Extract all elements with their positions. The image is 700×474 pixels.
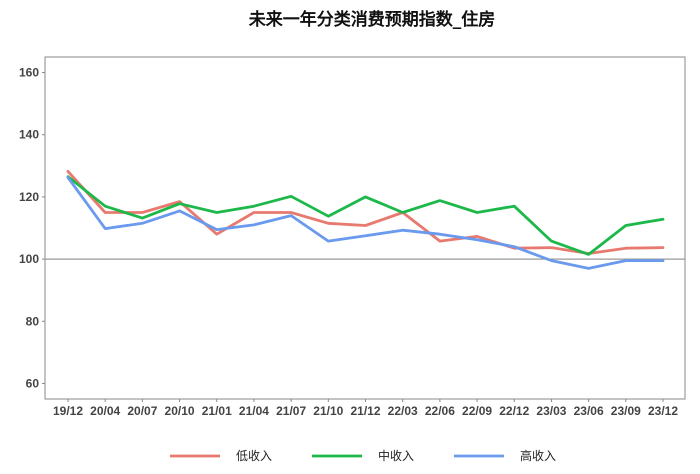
legend-label: 中收入: [378, 448, 414, 463]
series-lines: [66, 169, 665, 270]
chart-title: 未来一年分类消费预期指数_住房: [248, 9, 496, 30]
x-tick-label: 22/03: [388, 404, 418, 418]
x-tick-label: 21/07: [276, 404, 306, 418]
x-tick-label: 21/10: [313, 404, 343, 418]
x-tick-label: 20/07: [127, 404, 157, 418]
y-tick-label: 60: [26, 376, 40, 390]
x-tick-label: 23/09: [611, 404, 641, 418]
x-tick-label: 23/12: [648, 404, 678, 418]
x-tick-label: 21/01: [202, 404, 232, 418]
x-tick-label: 22/09: [462, 404, 492, 418]
x-tick-label: 20/04: [90, 404, 120, 418]
y-tick-label: 100: [19, 252, 39, 266]
x-tick-label: 20/10: [165, 404, 195, 418]
y-tick-label: 140: [19, 128, 39, 142]
y-axis: 60 80 100 120 140 160: [19, 66, 45, 390]
legend-label: 低收入: [236, 449, 272, 463]
x-tick-label: 21/12: [350, 404, 380, 418]
x-tick-label: 21/04: [239, 404, 269, 418]
y-tick-label: 80: [26, 314, 40, 328]
x-axis: 19/12 20/04 20/07 20/10 21/01 21/04 21/07 21/10…: [53, 399, 678, 418]
x-tick-label: 22/06: [425, 404, 455, 418]
y-tick-label: 160: [19, 66, 39, 80]
legend-label: 高收入: [520, 448, 556, 463]
x-tick-label: 19/12: [53, 404, 83, 418]
plot-border: [44, 56, 686, 400]
legend: 低收入 中收入 高收入: [170, 448, 556, 463]
series-line-1: [66, 169, 665, 255]
x-tick-label: 23/03: [536, 404, 566, 418]
series-line-3: [66, 176, 665, 270]
series-line-2: [66, 175, 665, 256]
y-tick-label: 120: [19, 190, 39, 204]
x-tick-label: 22/12: [499, 404, 529, 418]
x-tick-label: 23/06: [574, 404, 604, 418]
